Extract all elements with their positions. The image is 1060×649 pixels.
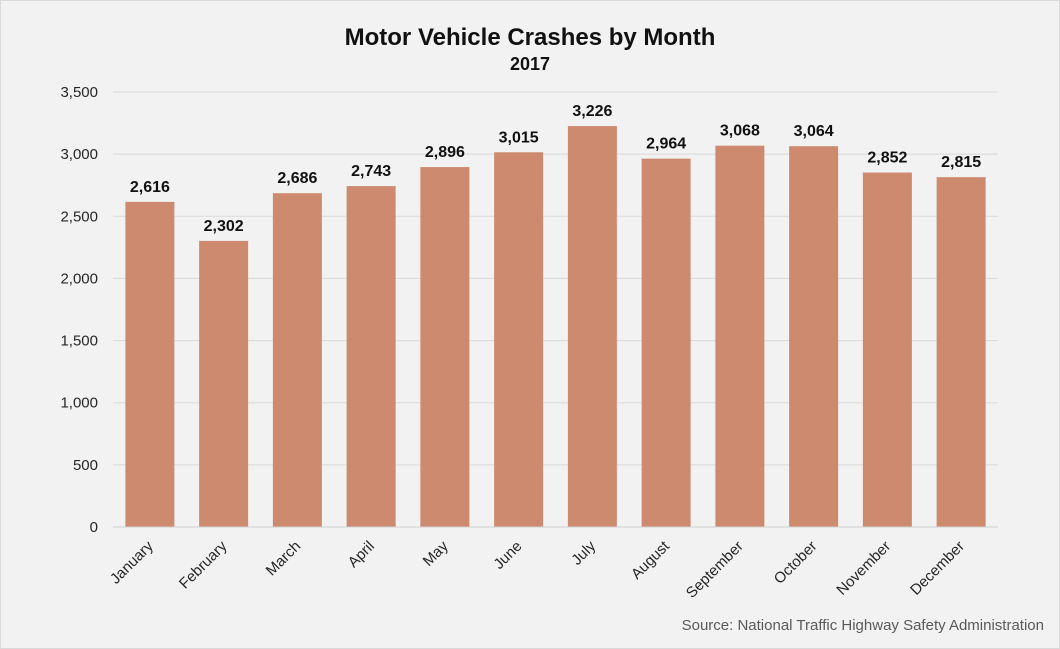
bar	[567, 126, 617, 527]
data-label: 2,743	[351, 163, 391, 180]
bar	[420, 167, 470, 527]
data-label: 2,686	[277, 170, 317, 187]
bar	[789, 146, 839, 527]
data-label: 2,852	[867, 150, 907, 167]
x-tick-label: April	[345, 538, 378, 571]
x-tick-label: July	[568, 537, 599, 568]
chart-subtitle: 2017	[509, 54, 551, 74]
data-label: 3,226	[572, 103, 612, 120]
x-tick-label: August	[628, 537, 674, 583]
data-label: 2,302	[204, 218, 244, 235]
bar	[862, 172, 912, 527]
x-tick-label: March	[263, 538, 304, 579]
data-label: 3,064	[794, 123, 834, 140]
x-tick-label: February	[176, 537, 231, 592]
y-tick-label: 1,500	[60, 333, 98, 350]
y-tick-label: 3,000	[60, 146, 98, 163]
x-tick-label: September	[683, 538, 747, 602]
y-tick-label: 2,500	[60, 208, 98, 225]
x-tick-label: January	[107, 537, 157, 587]
y-tick-label: 3,500	[60, 84, 98, 101]
bar	[125, 201, 175, 527]
bar	[715, 145, 765, 528]
data-label: 2,896	[425, 144, 465, 161]
bar	[346, 186, 396, 527]
chart-title: Motor Vehicle Crashes by Month	[344, 24, 716, 51]
y-tick-label: 0	[90, 519, 98, 536]
bar	[641, 158, 691, 528]
x-tick-label: November	[833, 538, 894, 599]
data-label: 3,015	[499, 129, 539, 146]
y-tick-label: 500	[73, 457, 98, 474]
bar	[199, 240, 249, 527]
x-tick-label: May	[420, 537, 452, 569]
x-tick-label: October	[771, 538, 821, 588]
data-label: 2,815	[941, 154, 981, 171]
bar	[936, 177, 986, 527]
x-tick-label: June	[490, 538, 525, 573]
y-tick-label: 1,000	[60, 395, 98, 412]
bar	[272, 193, 322, 527]
y-tick-label: 2,000	[60, 270, 98, 287]
data-label: 3,068	[720, 123, 760, 140]
bar	[494, 152, 544, 527]
source-note: Source: National Traffic Highway Safety …	[681, 617, 1044, 634]
data-label: 2,616	[130, 179, 170, 196]
data-label: 2,964	[646, 136, 686, 153]
x-tick-label: December	[907, 538, 968, 599]
